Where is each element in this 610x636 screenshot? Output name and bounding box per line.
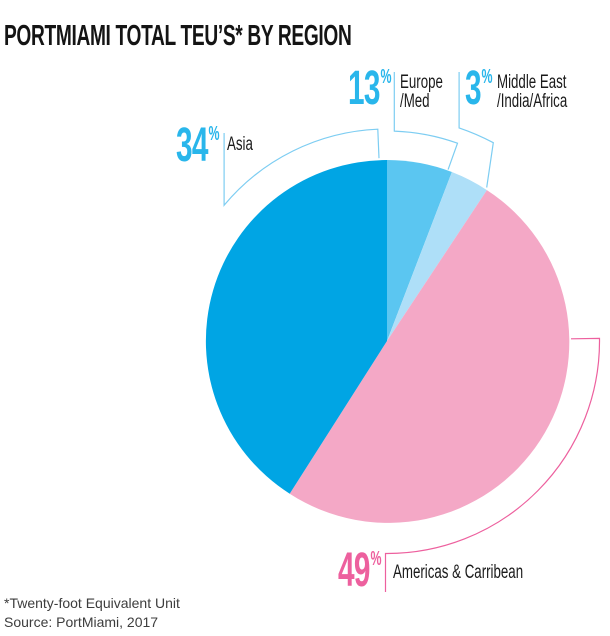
page-title: PORTMIAMI TOTAL TEU’S* BY REGION xyxy=(4,20,352,53)
asia-percent-number: 34 xyxy=(176,119,208,172)
mideast-label: Middle East /India/Africa xyxy=(497,73,567,111)
callout-line-europe xyxy=(393,72,459,170)
mideast-percent-number: 3 xyxy=(465,62,482,115)
mideast-percent-value: 3% xyxy=(465,65,493,113)
europe-label-line2: /Med xyxy=(400,91,430,112)
americas-percent-sign: % xyxy=(370,548,382,570)
americas-percent-value: 49% xyxy=(338,547,382,595)
footnote-text: *Twenty-foot Equivalent Unit xyxy=(4,595,180,611)
pie-slice-americas xyxy=(289,190,570,523)
europe-percent-number: 13 xyxy=(348,62,380,115)
americas-label-line1: Americas & Carribean xyxy=(393,562,524,583)
pie-slice-europe xyxy=(387,159,452,341)
asia-label: Asia xyxy=(227,135,253,154)
europe-label-line1: Europe xyxy=(400,72,443,93)
europe-percent-sign: % xyxy=(380,66,392,88)
pie-slices xyxy=(205,159,570,523)
source-text: Source: PortMiami, 2017 xyxy=(4,614,159,630)
pie-slice-mideast xyxy=(387,172,487,341)
americas-percent-number: 49 xyxy=(338,544,370,597)
asia-label-line1: Asia xyxy=(227,134,253,155)
pie-slice-asia xyxy=(205,159,387,494)
callout-line-mideast xyxy=(458,72,494,188)
mideast-label-line2: /India/Africa xyxy=(497,91,568,112)
americas-label: Americas & Carribean xyxy=(393,563,523,582)
callout-line-americas xyxy=(384,337,601,592)
mideast-label-line1: Middle East xyxy=(497,72,567,93)
asia-percent-sign: % xyxy=(208,123,220,145)
footer: *Twenty-foot Equivalent Unit Source: Por… xyxy=(4,594,180,632)
mideast-percent-sign: % xyxy=(481,66,493,88)
europe-percent-value: 13% xyxy=(348,65,392,113)
callout-lines xyxy=(223,72,601,592)
europe-label: Europe /Med xyxy=(400,73,443,111)
callout-line-asia xyxy=(223,128,380,207)
asia-percent-value: 34% xyxy=(176,122,220,170)
